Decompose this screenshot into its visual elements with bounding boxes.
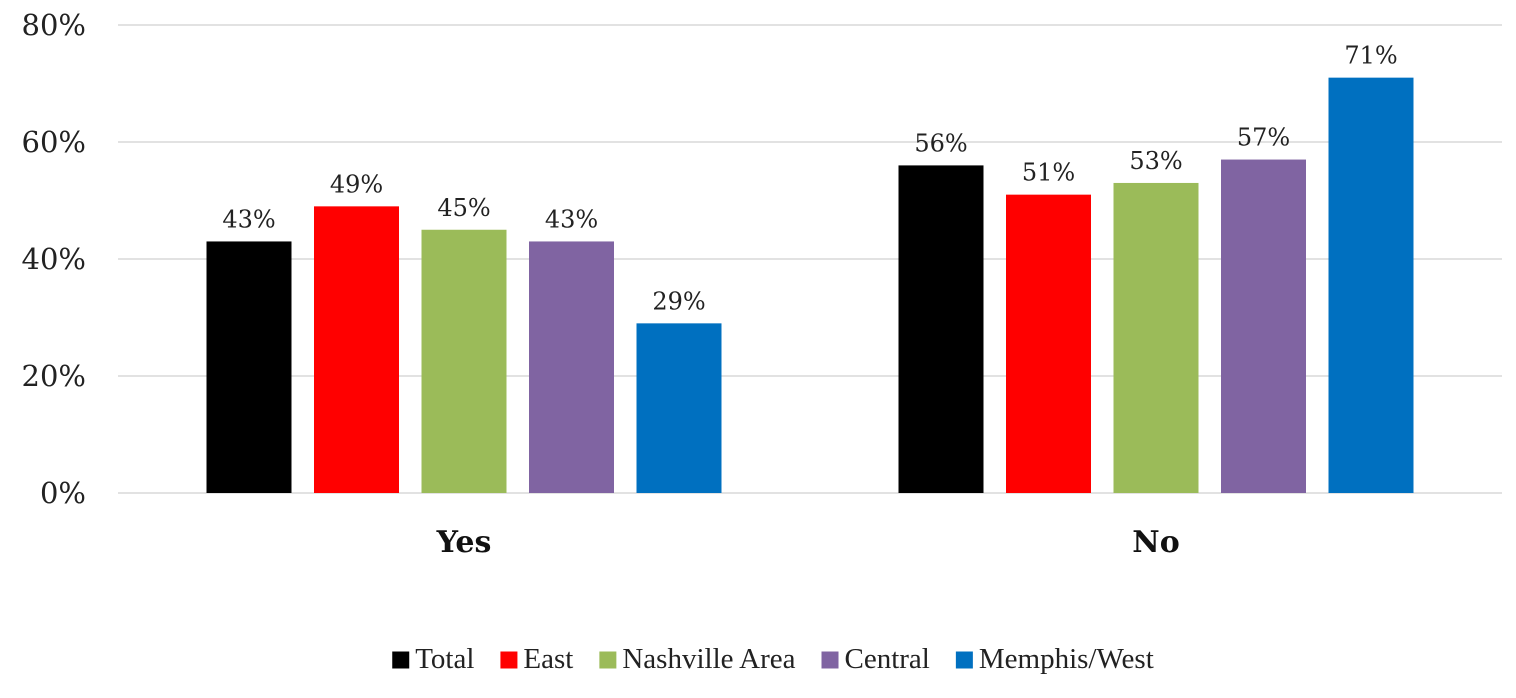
y-tick-label: 80% <box>22 8 86 42</box>
legend-label: Central <box>845 643 930 675</box>
data-label: 57% <box>1237 124 1290 152</box>
data-label: 43% <box>545 205 598 233</box>
y-axis-ticks: 0% 20% 40% 60% 80% <box>22 8 86 510</box>
data-labels: 43% 49% 45% 43% 29% 56% 51% 53% 57% 71% <box>222 42 1397 316</box>
legend-swatch <box>392 651 410 669</box>
y-tick-label: 60% <box>22 125 86 159</box>
legend: Total East Nashville Area Central Memphis/We… <box>392 643 1154 675</box>
legend-item: East <box>500 643 573 675</box>
data-label: 53% <box>1129 147 1182 175</box>
y-tick-label: 0% <box>40 476 86 510</box>
data-label: 51% <box>1022 159 1075 187</box>
data-label: 45% <box>437 194 490 222</box>
bars <box>206 77 1414 494</box>
bar <box>636 323 722 493</box>
bar <box>529 241 614 493</box>
legend-swatch <box>955 651 973 669</box>
y-tick-label: 40% <box>22 242 86 276</box>
y-tick-label: 20% <box>22 359 86 393</box>
bar <box>1221 159 1306 494</box>
legend-label: Memphis/West <box>979 643 1154 675</box>
category-label: Yes <box>436 525 492 560</box>
legend-item: Nashville Area <box>599 643 796 675</box>
legend-label: Total <box>415 643 474 675</box>
bar <box>314 206 399 493</box>
data-label: 49% <box>330 170 383 198</box>
legend-swatch <box>821 651 839 669</box>
category-labels: Yes No <box>436 525 1180 560</box>
legend-item: Total <box>392 643 474 675</box>
bar <box>1006 194 1091 493</box>
data-label: 43% <box>222 205 275 233</box>
legend-swatch <box>599 651 617 669</box>
bar <box>421 229 507 493</box>
bar <box>898 165 984 493</box>
legend-item: Memphis/West <box>955 643 1154 675</box>
bar <box>1113 182 1199 493</box>
bar <box>1328 77 1414 494</box>
legend-item: Central <box>821 643 930 675</box>
legend-label: East <box>523 643 573 675</box>
legend-label: Nashville Area <box>622 643 795 675</box>
legend-swatch <box>500 651 518 669</box>
bar <box>206 241 292 493</box>
data-label: 71% <box>1344 42 1397 70</box>
data-label: 56% <box>914 129 967 157</box>
data-label: 29% <box>652 287 705 315</box>
category-label: No <box>1132 525 1179 560</box>
